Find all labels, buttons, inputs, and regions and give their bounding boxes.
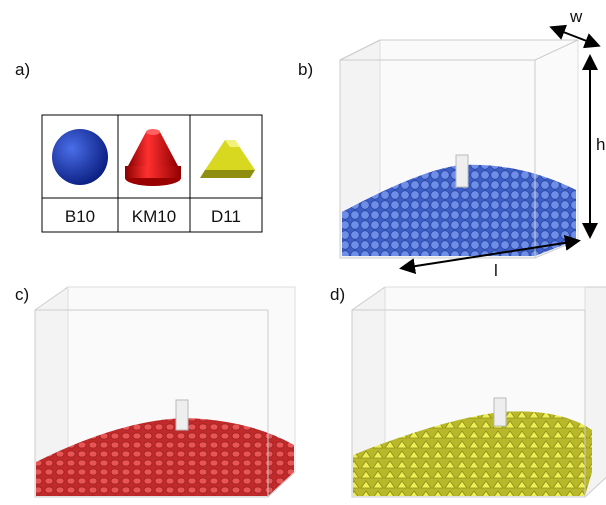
figure: a) b) c) d) B10 KM10 D11 w h l (0, 0, 606, 505)
particle-label: KM10 (132, 207, 176, 226)
prism-icon (200, 140, 255, 178)
dimension-label: h (596, 135, 605, 154)
container (35, 287, 295, 497)
sphere-icon (52, 129, 108, 185)
panel-label: d) (330, 285, 345, 304)
cone-icon (125, 129, 181, 186)
panel-label: c) (15, 285, 29, 304)
particle-label: D11 (211, 207, 241, 226)
container (340, 40, 578, 258)
panel-label: b) (298, 60, 313, 79)
dimension-label: l (494, 261, 498, 280)
panel-label: a) (15, 60, 30, 79)
dimension-label: w (569, 7, 583, 26)
container (352, 287, 606, 497)
particle-label: B10 (65, 207, 95, 226)
